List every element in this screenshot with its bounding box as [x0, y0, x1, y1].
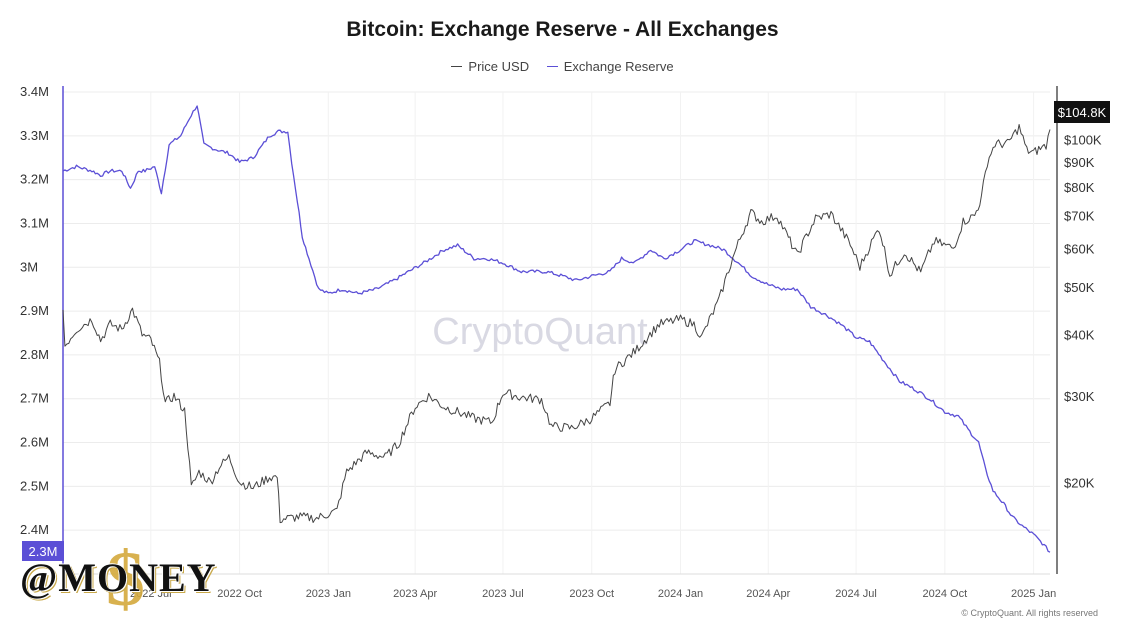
right-tick-label: $50K — [1064, 280, 1095, 295]
x-tick-label: 2023 Jan — [306, 588, 351, 600]
watermark: CryptoQuant — [432, 311, 648, 353]
series-line-price-usd — [62, 124, 1051, 524]
x-tick-label: 2023 Apr — [393, 588, 437, 600]
right-tick-label: $100K — [1064, 133, 1102, 148]
copyright-footer: © CryptoQuant. All rights reserved — [961, 608, 1098, 618]
legend-label-reserve: Exchange Reserve — [563, 59, 674, 74]
left-tick-label: 2.5M — [20, 478, 49, 493]
right-tick-label: $40K — [1064, 328, 1095, 343]
legend-item-reserve[interactable]: Exchange Reserve — [546, 59, 674, 74]
chart-title: Bitcoin: Exchange Reserve - All Exchange… — [346, 18, 779, 41]
x-axis: 2022 Jul 2022 Oct 2023 Jan 2023 Apr 2023 Jul… — [63, 573, 1056, 600]
legend-swatch-reserve — [546, 66, 558, 67]
left-tick-label: 2.8M — [20, 347, 49, 362]
left-axis: 3.4M 3.3M 3.2M 3.1M 3M 2.9M 2.8M 2.7M 2.6M 2.5M 2.… — [20, 84, 64, 574]
right-tick-label: $70K — [1064, 208, 1095, 223]
value-badges: 2.3M $104.8K — [22, 101, 1110, 561]
x-tick-label: 2022 Oct — [217, 588, 262, 600]
legend-swatch-price — [451, 66, 463, 67]
money-logo: $ @MONEY — [20, 535, 230, 622]
left-tick-label: 3.3M — [20, 128, 49, 143]
left-tick-label: 3.2M — [20, 172, 49, 187]
series-line-exchange-reserve — [62, 105, 1051, 553]
left-tick-label: 2.7M — [20, 391, 49, 406]
left-tick-label: 2.4M — [20, 522, 49, 537]
reserve-badge-label: 2.3M — [29, 544, 58, 559]
gridlines — [63, 91, 1050, 574]
x-tick-label: 2024 Jul — [835, 588, 877, 600]
x-tick-label: 2022 Jul — [130, 588, 172, 600]
right-tick-label: $20K — [1064, 475, 1095, 490]
right-tick-label: $90K — [1064, 155, 1095, 170]
right-axis: $20K $30K $40K $50K $60K $70K $80K $90K $100K — [1056, 86, 1102, 574]
right-tick-label: $30K — [1064, 389, 1095, 404]
left-tick-label: 2.6M — [20, 435, 49, 450]
x-tick-label: 2024 Jan — [658, 588, 703, 600]
reserve-badge-bg — [22, 541, 64, 561]
legend-item-price[interactable]: Price USD — [451, 59, 529, 74]
price-badge-bg — [1054, 101, 1110, 123]
left-tick-label: 3M — [20, 259, 38, 274]
legend-label-price: Price USD — [468, 59, 530, 74]
right-tick-label: $60K — [1064, 241, 1095, 256]
left-tick-label: 3.4M — [20, 84, 49, 99]
x-tick-label: 2024 Oct — [923, 588, 968, 600]
logo-text: @MONEY — [20, 555, 217, 600]
left-tick-label: 3.1M — [20, 215, 49, 230]
series-layer — [62, 105, 1051, 553]
x-tick-label: 2025 Jan — [1011, 588, 1056, 600]
price-badge-label: $104.8K — [1058, 105, 1107, 120]
left-tick-label: 2.9M — [20, 303, 49, 318]
x-tick-label: 2024 Apr — [746, 588, 790, 600]
x-tick-label: 2023 Oct — [569, 588, 614, 600]
right-tick-label: $80K — [1064, 180, 1095, 195]
dollar-icon: $ — [106, 535, 145, 622]
x-tick-label: 2023 Jul — [482, 588, 524, 600]
legend: Price USD Exchange Reserve — [0, 55, 1125, 74]
